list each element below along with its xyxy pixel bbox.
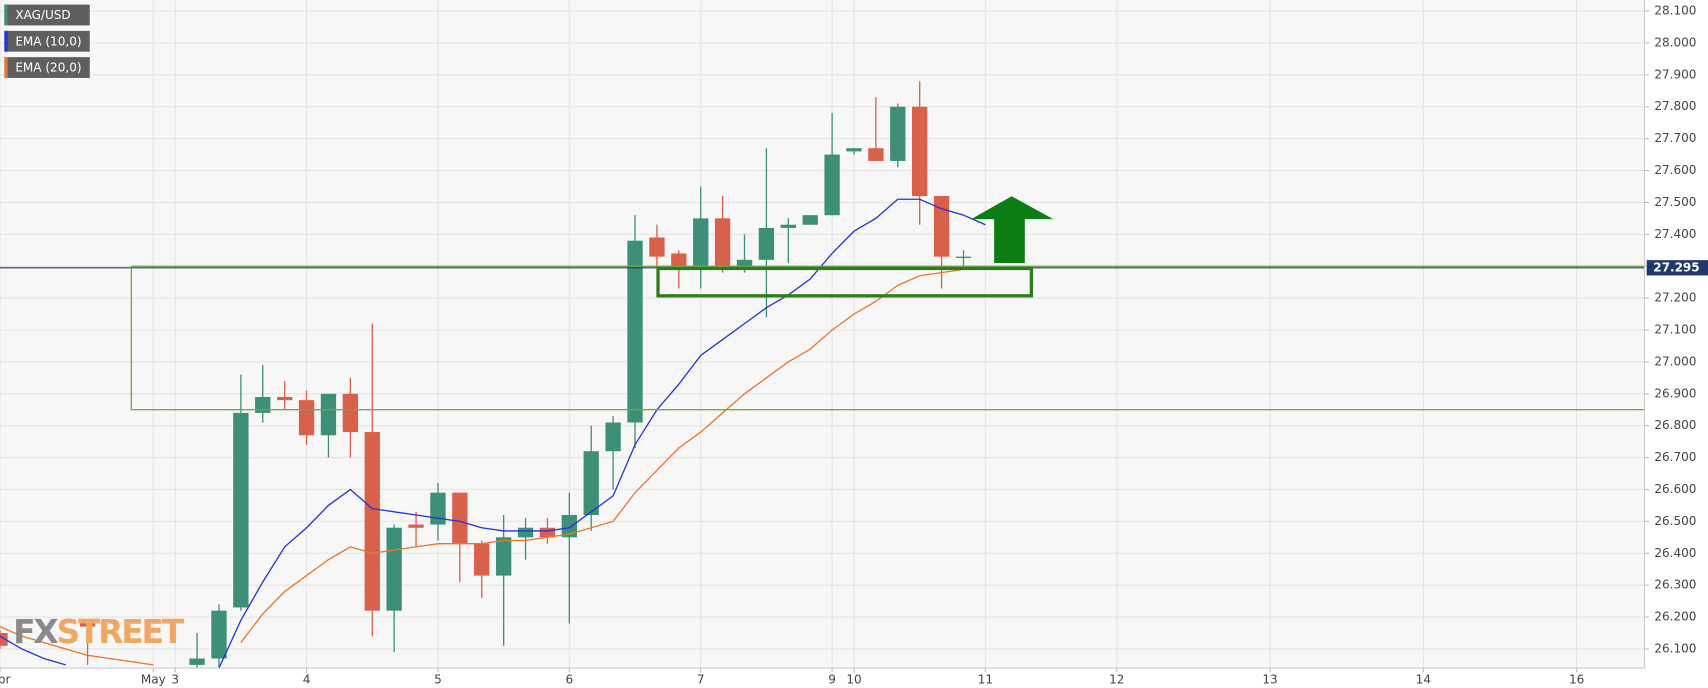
y-tick-label: 26.900 [1654,386,1696,400]
y-tick-label: 26.100 [1654,641,1696,655]
x-tick-label: May [141,673,166,687]
candle-body [277,396,293,401]
last-price-label: 27.295 [1653,260,1699,274]
candle-body [627,240,643,423]
candle-body [693,218,709,267]
candle-body [430,492,446,525]
annotations [130,196,1645,411]
y-tick-label: 26.500 [1654,514,1696,528]
y-tick-label: 28.100 [1654,4,1696,18]
y-tick-label: 27.000 [1654,354,1696,368]
candle-body [561,514,577,538]
candle-body [320,393,337,436]
candle-body [255,396,271,413]
candle-body [583,451,599,515]
candle-body [671,253,687,267]
x-tick-label: 4 [303,673,311,687]
x-tick-label: 3 [171,673,179,687]
axes: 26.100 26.200 26.300 26.400 26.500 26.600 26.7… [0,4,1708,687]
candle-body [758,227,775,260]
candle-body [714,218,731,267]
x-tick-label: 11 [978,673,993,687]
y-tick-label: 27.700 [1654,131,1696,145]
candle-body [79,620,96,627]
legend-label: XAG/USD [15,8,70,22]
x-tick-label: 10 [846,673,861,687]
range-box [130,265,1645,411]
legend-swatch [4,57,8,78]
candle-body [868,148,884,161]
candle-body [912,106,928,197]
candle-body [233,412,249,608]
support-box [656,266,1034,298]
candle-body [890,106,906,161]
candle-body [211,610,227,659]
x-tick-label: 9 [828,673,836,687]
candle-body [780,224,796,228]
y-tick-label: 26.400 [1654,546,1696,560]
candle-body [955,256,972,258]
y-tick-label: 26.600 [1654,482,1696,496]
legend-swatch [4,30,8,52]
x-tick-label: 7 [697,673,705,687]
candle-body [0,632,8,646]
watermark-part: FX [13,613,58,651]
watermark: FXSTREET [13,613,185,651]
y-tick-label: 27.200 [1654,291,1696,305]
watermark-part: STREET [56,613,184,651]
y-tick-label: 28.000 [1654,35,1696,49]
x-tick-label: 12 [1109,673,1124,687]
candle-body [386,527,402,611]
legend-swatch [4,4,8,26]
marks [0,81,1645,669]
ema-line [0,265,986,666]
candle-body [364,432,380,611]
legend-box [4,4,90,26]
plot-area [0,0,1644,668]
candle-body [342,393,359,433]
legend-label: EMA (10,0) [15,34,81,48]
y-tick-label: 26.800 [1654,418,1696,432]
candle-body [933,196,950,257]
candle-body [495,537,512,576]
x-tick-label: 5 [434,673,442,687]
candle-body [846,148,862,152]
x-tick-label: 13 [1262,673,1277,687]
candle-body [517,527,534,538]
y-tick-label: 27.800 [1654,99,1696,113]
candle-body [474,543,490,576]
y-tick-label: 27.100 [1654,322,1696,336]
y-tick-label: 27.600 [1654,163,1696,177]
legend: XAG/USD EMA (10,0) EMA (20,0) [4,4,90,78]
ema-line [0,198,986,669]
last-price-box [1646,260,1708,276]
y-tick-label: 26.700 [1654,450,1696,464]
candle-body [452,492,468,544]
x-tick-label: 14 [1416,673,1431,687]
candle-body [408,524,424,528]
candle-body [189,658,205,665]
grid [0,0,1645,669]
candle-body [298,400,315,436]
candle-body [605,422,621,452]
y-tick-label: 26.300 [1654,578,1696,592]
y-tick-label: 26.200 [1654,610,1696,624]
legend-label: EMA (20,0) [15,61,81,75]
x-tick-label: 6 [566,673,574,687]
candle-body [649,237,665,257]
y-tick-label: 27.400 [1654,227,1696,241]
legend-box [4,57,90,78]
candle-body [736,259,753,267]
y-tick-label: 27.900 [1654,67,1696,81]
x-tick-label: 16 [1569,673,1584,687]
candle-body [539,527,556,538]
candle-body [824,154,840,216]
candle-body [802,215,818,225]
up-arrow [971,196,1054,263]
y-tick-label: 27.500 [1654,195,1696,209]
x-tick-label: Apr [0,673,10,687]
legend-box [4,30,90,52]
